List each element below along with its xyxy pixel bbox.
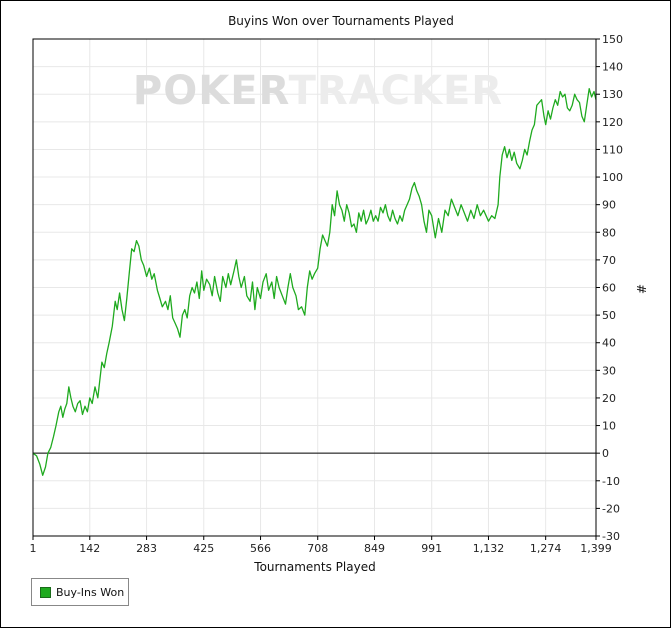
watermark-text: POKERTRACKER	[133, 68, 503, 114]
chart-title: Buyins Won over Tournaments Played	[228, 14, 454, 28]
y-tick-label: 90	[602, 199, 616, 212]
y-tick-label: 60	[602, 282, 616, 295]
y-tick-label: -10	[602, 475, 620, 488]
y-tick-label: 120	[602, 116, 623, 129]
y-tick-label: 40	[602, 337, 616, 350]
y-tick-label: 140	[602, 61, 623, 74]
x-tick-label: 283	[136, 542, 157, 555]
plot-area: POKERTRACKER	[32, 38, 597, 537]
legend: Buy-Ins Won	[31, 578, 129, 606]
x-tick-label: 425	[193, 542, 214, 555]
y-axis-label: #	[634, 284, 648, 294]
x-tick-label: 1,399	[580, 542, 612, 555]
x-axis-ticks: 1 142 283 425 566 708 849 991 1,132 1,274 1,399	[30, 536, 612, 555]
series-layer	[32, 88, 597, 476]
y-tick-label: 10	[602, 420, 616, 433]
x-tick-label: 1,132	[473, 542, 505, 555]
x-tick-label: 708	[307, 542, 328, 555]
x-tick-label: 1	[30, 542, 37, 555]
y-tick-label: 130	[602, 88, 623, 101]
watermark-light: TRACKER	[289, 68, 504, 114]
series-line-buy-ins-won	[32, 88, 597, 476]
x-tick-label: 991	[421, 542, 442, 555]
y-tick-label: 150	[602, 33, 623, 46]
y-tick-label: -20	[602, 502, 620, 515]
x-axis-label: Tournaments Played	[253, 560, 375, 574]
x-tick-label: 142	[79, 542, 100, 555]
y-tick-label: 50	[602, 309, 616, 322]
y-tick-label: 100	[602, 171, 623, 184]
y-tick-label: 30	[602, 364, 616, 377]
x-tick-label: 566	[250, 542, 271, 555]
y-axis-ticks: 1501401301201101009080706050403020100-10…	[596, 33, 623, 543]
watermark: POKERTRACKER	[133, 68, 503, 114]
y-tick-label: 110	[602, 143, 623, 156]
y-tick-label: 0	[602, 447, 609, 460]
watermark-strong: POKER	[133, 68, 289, 114]
y-tick-label: -30	[602, 530, 620, 543]
y-tick-label: 70	[602, 254, 616, 267]
legend-swatch	[40, 586, 51, 598]
legend-label: Buy-Ins Won	[56, 585, 125, 599]
y-tick-label: 80	[602, 226, 616, 239]
y-tick-label: 20	[602, 392, 616, 405]
x-tick-label: 1,274	[530, 542, 562, 555]
x-tick-label: 849	[364, 542, 385, 555]
